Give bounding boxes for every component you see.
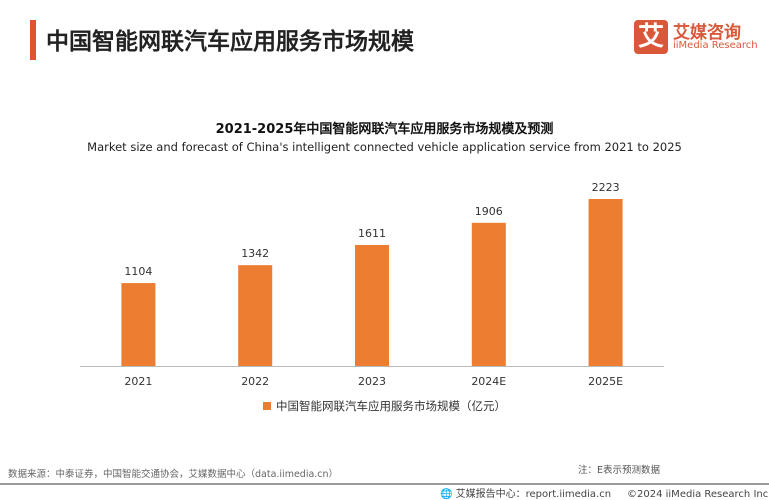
title-accent-bar	[30, 20, 36, 60]
bar-2022	[238, 265, 273, 366]
data-label: 1611	[358, 227, 386, 240]
logo-text-cn: 艾媒咨询	[673, 23, 741, 43]
x-tick-label: 2022	[241, 375, 269, 388]
data-label: 1906	[475, 205, 503, 218]
x-tick-label: 2023	[358, 375, 386, 388]
footer: 🌐 艾媒报告中心：report.iimedia.cn ©2024 iiMedia…	[440, 485, 768, 500]
footer-divider	[0, 483, 769, 485]
legend-label: 中国智能网联汽车应用服务市场规模（亿元）	[276, 399, 506, 413]
bar-2023	[355, 244, 389, 366]
x-tick-label: 2021	[124, 375, 152, 388]
chart-title: 2021-2025年中国智能网联汽车应用服务市场规模及预测	[215, 122, 554, 137]
bar-2024E	[471, 222, 506, 366]
page-title: 中国智能网联汽车应用服务市场规模	[46, 29, 414, 55]
logo-text-en: iiMedia Research	[673, 40, 758, 51]
bar-2021	[121, 283, 156, 366]
logo-icon: 艾	[634, 20, 668, 54]
copyright: ©2024 iiMedia Research Inc	[627, 489, 769, 500]
data-label: 1104	[124, 265, 152, 278]
legend-swatch	[263, 402, 271, 410]
chart-subtitle: Market size and forecast of China's inte…	[87, 140, 682, 154]
x-tick-label: 2024E	[471, 375, 506, 388]
globe-icon: 🌐	[440, 489, 453, 500]
data-label: 1342	[241, 247, 269, 260]
data-source: 数据来源：中泰证券，中国智能交通协会，艾媒数据中心（data.iimedia.c…	[8, 469, 339, 480]
bar-2025E	[588, 199, 623, 366]
report-link[interactable]: 艾媒报告中心：report.iimedia.cn	[455, 489, 612, 500]
legend: 中国智能网联汽车应用服务市场规模（亿元）	[0, 398, 769, 414]
data-label: 2223	[592, 181, 620, 194]
x-tick-label: 2025E	[588, 375, 623, 388]
forecast-note: 注：E表示预测数据	[578, 465, 661, 476]
